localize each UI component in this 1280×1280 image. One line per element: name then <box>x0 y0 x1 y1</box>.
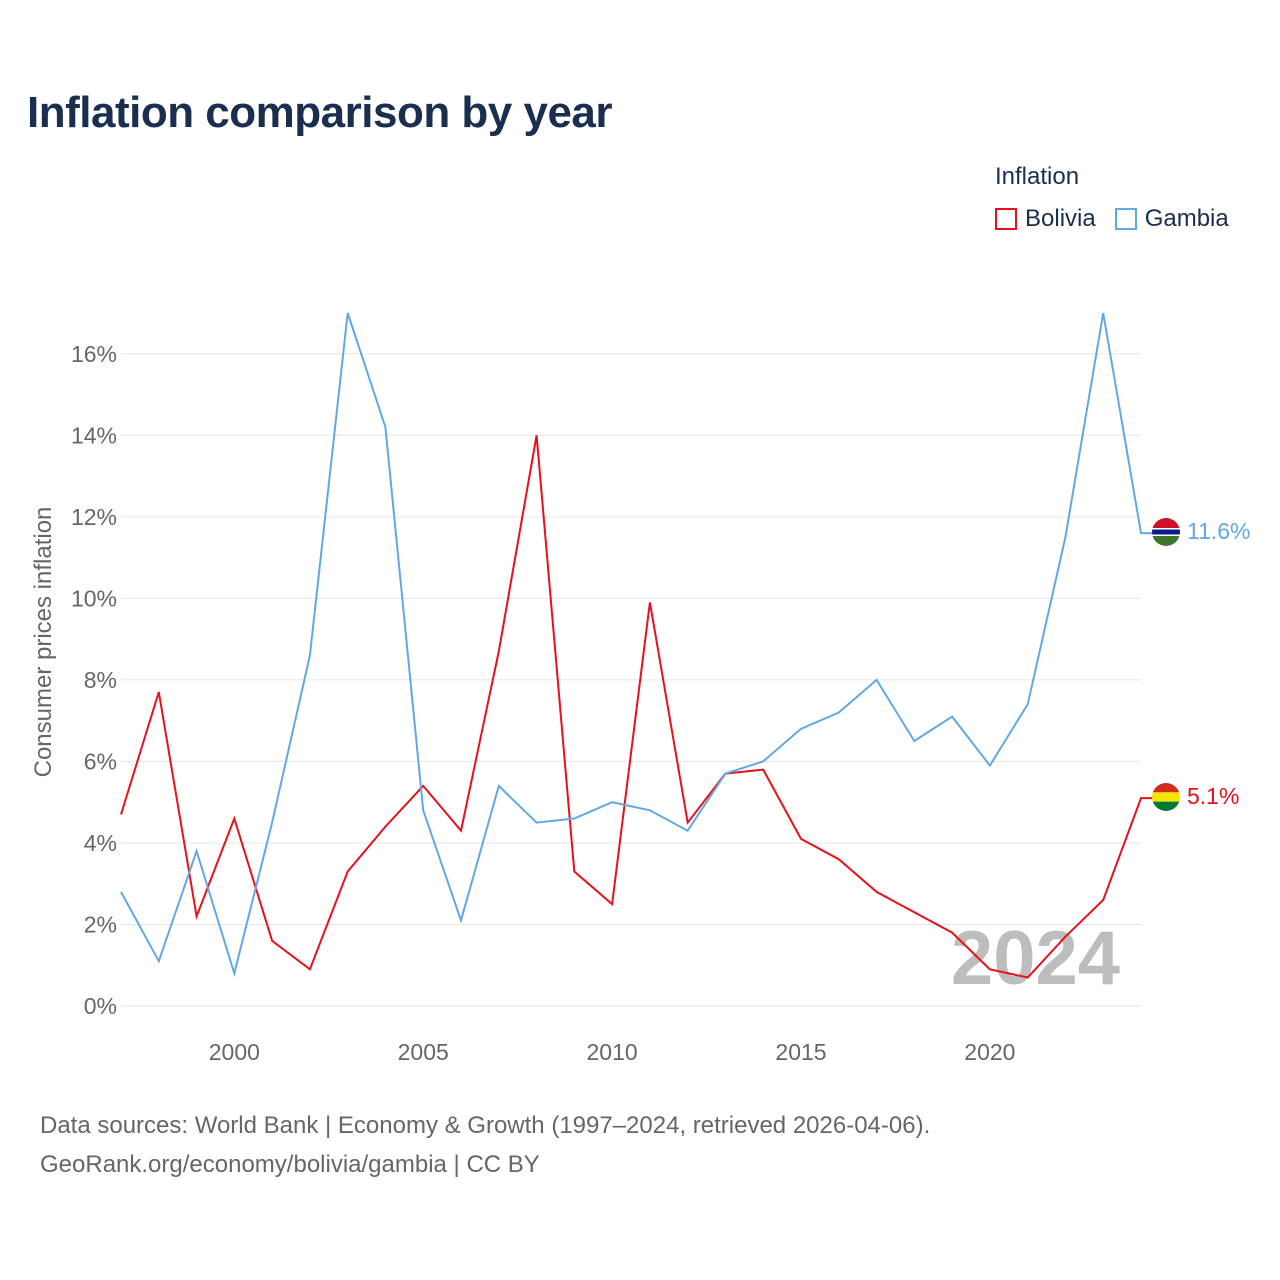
end-labels: 11.6% 5.1% <box>1152 518 1251 811</box>
bolivia-end-label: 5.1% <box>1187 783 1239 809</box>
gambia-end-label: 11.6% <box>1187 518 1251 544</box>
x-tick-label: 2010 <box>587 1039 638 1065</box>
x-tick-label: 2000 <box>209 1039 260 1065</box>
x-tick-label: 2005 <box>398 1039 449 1065</box>
axis-ticks: 0% 2% 4% 6% 8% 10% 12% 14% 16% 2000 2005 2010 2015 20… <box>71 341 1016 1065</box>
legend-swatch-gambia <box>1114 208 1137 230</box>
y-axis-label: Consumer prices inflation <box>30 507 57 778</box>
footer-sources: Data sources: World Bank | Economy & Gro… <box>40 1112 931 1139</box>
y-tick-label: 2% <box>84 911 117 937</box>
footer-attribution[interactable]: GeoRank.org/economy/bolivia/gambia | CC … <box>40 1151 540 1178</box>
legend-label-bolivia: Bolivia <box>1025 205 1096 232</box>
legend-title: Inflation <box>995 163 1080 190</box>
x-tick-label: 2020 <box>964 1039 1015 1065</box>
year-watermark: 2024 <box>951 916 1120 1001</box>
footer: Data sources: World Bank | Economy & Gro… <box>40 1106 930 1184</box>
series-line-gambia[interactable] <box>120 312 1152 978</box>
series <box>120 312 1152 979</box>
legend: Bolivia Gambia <box>995 205 1229 233</box>
legend-item-gambia[interactable]: Gambia <box>1114 205 1229 233</box>
y-tick-label: 0% <box>84 993 117 1019</box>
x-tick-label: 2015 <box>775 1039 826 1065</box>
bolivia-flag-icon <box>1152 783 1180 811</box>
grid <box>121 353 1141 1007</box>
y-tick-label: 6% <box>84 748 117 774</box>
legend-item-bolivia[interactable]: Bolivia <box>995 205 1096 233</box>
y-tick-label: 16% <box>71 341 117 367</box>
legend-swatch-bolivia <box>995 208 1017 230</box>
y-tick-label: 4% <box>84 830 117 856</box>
y-tick-label: 12% <box>71 504 117 530</box>
chart-title: Inflation comparison by year <box>27 88 613 137</box>
y-tick-label: 10% <box>71 585 117 611</box>
y-tick-label: 14% <box>71 422 117 448</box>
y-tick-label: 8% <box>84 667 117 693</box>
gambia-flag-icon <box>1152 518 1180 546</box>
series-line-bolivia[interactable] <box>120 435 1152 979</box>
legend-label-gambia: Gambia <box>1144 205 1229 232</box>
